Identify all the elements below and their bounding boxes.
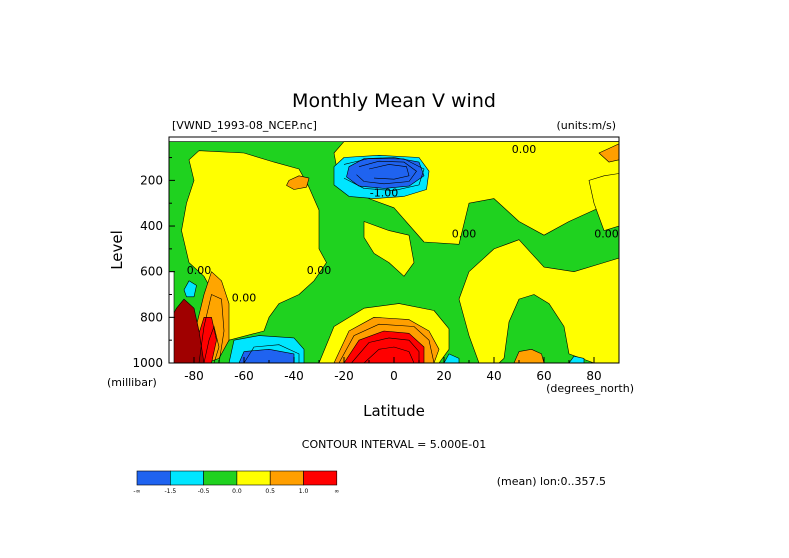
- contour-line-trop-contour-1: [338, 323, 435, 363]
- colorbar-tick-label: 0.0: [232, 488, 242, 495]
- colorbar-swatch: [136, 470, 171, 486]
- x-axis: -80 -60 -40 -20 0 20 40 60 80: [168, 357, 620, 383]
- y-tick-label: 800: [140, 310, 163, 324]
- colorbar-tick-label: 1.0: [299, 488, 309, 495]
- x-tick-label: -80: [184, 369, 204, 383]
- dataset-label: [VWND_1993-08_NCEP.nc]: [172, 119, 317, 132]
- y-axis-title: Level: [108, 230, 126, 270]
- x-tick-label: 40: [486, 369, 501, 383]
- chart-title: Monthly Mean V wind: [292, 90, 496, 112]
- units-label: (units:m/s): [557, 119, 617, 132]
- contour-region-orange-upper: [286, 175, 310, 190]
- colorbar-tick-label: 0.5: [265, 488, 275, 495]
- y-tick-label: 400: [140, 219, 163, 233]
- colorbar-swatch: [236, 470, 271, 486]
- contour-line-jet-contour-1: [343, 158, 425, 191]
- contour-label: -1.00: [370, 186, 398, 199]
- y-axis: 200 400 600 800 1000: [132, 157, 175, 370]
- y-tick-label: 1000: [132, 356, 163, 370]
- contour-region-blue-south-low: [238, 348, 295, 363]
- x-tick-label: -40: [284, 369, 304, 383]
- footer-label: (mean) lon:0..357.5: [497, 475, 606, 488]
- contour-line-south-contour-2: [203, 325, 220, 363]
- colorbar-swatch: [203, 470, 238, 486]
- x-tick-label: -60: [234, 369, 254, 383]
- contour-label: 0.00: [232, 291, 257, 304]
- x-axis-units: (degrees_north): [546, 382, 634, 395]
- contour-line-trop-contour-2: [351, 337, 420, 363]
- colorbar-swatch: [170, 470, 204, 486]
- contour-line-south-contour-1: [198, 294, 225, 363]
- colorbar-tick-label: ∞: [334, 488, 339, 495]
- contour-region-orange-far-north: [598, 143, 619, 163]
- colorbar-swatch: [269, 470, 304, 486]
- x-tick-label: 0: [390, 369, 398, 383]
- contour-label: 0.00: [452, 227, 477, 240]
- contour-label: 0.00: [187, 264, 212, 277]
- y-axis-units: (millibar): [107, 376, 157, 389]
- contour-line-jet-contour-3: [368, 164, 410, 180]
- contour-region-cyan-north-low: [443, 353, 460, 363]
- contour-label: 0.00: [594, 227, 619, 240]
- x-axis-title: Latitude: [363, 402, 425, 420]
- x-tick-label: 20: [436, 369, 451, 383]
- contour-label: 0.00: [307, 264, 332, 277]
- x-tick-label: 80: [586, 369, 601, 383]
- plot-area: [169, 141, 619, 363]
- colorbar-tick-label: -1.5: [164, 488, 176, 495]
- contour-region-yellow-sub-lowest: [363, 221, 415, 277]
- colorbar-tick-label: -0.5: [198, 488, 210, 495]
- colorbar: -∞ -1.5 -0.5 0.0 0.5 1.0 ∞: [133, 470, 339, 495]
- contour-line-jet-contour-2: [356, 160, 417, 185]
- contour-interval-label: CONTOUR INTERVAL = 5.000E-01: [302, 438, 486, 451]
- colorbar-swatch: [303, 470, 338, 486]
- contour-lines: [198, 158, 435, 363]
- contour-labels: 0.00 -1.00 0.00 0.00 0.00 0.00 0.00: [187, 143, 619, 304]
- contour-line-trop-contour-3: [363, 346, 415, 363]
- contour-label: 0.00: [512, 143, 537, 156]
- contour-region-orange-north: [513, 348, 545, 363]
- contour-region-yellow-north-lower: [458, 239, 619, 363]
- x-tick-label: -20: [334, 369, 354, 383]
- contour-region-cyan-far-north: [568, 355, 585, 363]
- contour-region-yellow-far-north: [588, 173, 619, 231]
- x-tick-label: 60: [536, 369, 551, 383]
- contour-region-cyan-south-edge: [183, 280, 197, 298]
- colorbar-tick-label: -∞: [133, 488, 140, 495]
- contour-region-blue-jet-core: [346, 157, 425, 189]
- y-tick-label: 200: [140, 173, 163, 187]
- y-tick-label: 600: [140, 265, 163, 279]
- contour-region-red-trop: [343, 330, 425, 363]
- contour-line-south-low-contour: [243, 344, 300, 363]
